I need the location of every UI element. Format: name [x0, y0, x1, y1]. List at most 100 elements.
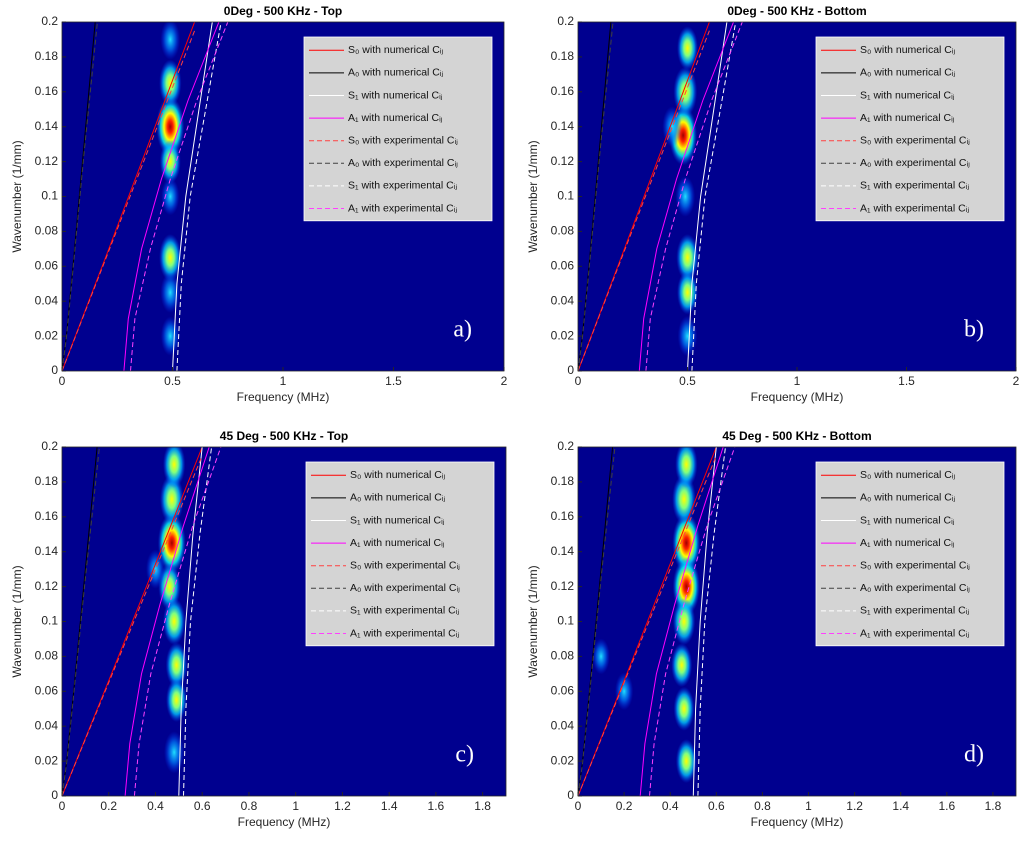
heatmap-peak — [156, 96, 185, 157]
y-tick-label: 0.08 — [35, 649, 59, 663]
dispersion-curve — [172, 22, 213, 371]
legend-label: S₀ with experimental Cᵢⱼ — [348, 134, 458, 146]
heatmap-peak — [165, 642, 188, 688]
x-tick-label: 0.2 — [616, 799, 633, 813]
plot-area — [578, 447, 736, 796]
x-tick-label: 1.2 — [334, 799, 351, 813]
legend-box — [305, 461, 495, 647]
legend-label: A₀ with experimental Cᵢⱼ — [860, 157, 970, 169]
heatmap-peak — [673, 686, 695, 731]
panel-label: a) — [453, 317, 472, 343]
legend-label: A₀ with numerical Cᵢⱼ — [350, 492, 446, 504]
heatmap-peak — [677, 270, 698, 315]
x-tick-label: 2 — [501, 374, 508, 388]
x-tick-label: 0 — [575, 374, 582, 388]
x-tick-label: 0.6 — [194, 799, 211, 813]
y-tick-label: 0.14 — [551, 119, 575, 133]
y-tick-label: 0.14 — [35, 119, 59, 133]
heatmap-peak — [671, 643, 693, 688]
y-tick-label: 0.12 — [551, 154, 575, 168]
legend-label: S₀ with numerical Cᵢⱼ — [348, 44, 444, 56]
dispersion-curve — [123, 22, 220, 371]
y-tick-label: 0 — [51, 363, 58, 377]
y-tick-label: 0.02 — [35, 753, 59, 767]
x-tick-label: 1 — [794, 374, 801, 388]
x-tick-label: 0.4 — [147, 799, 164, 813]
dispersion-curve — [178, 447, 203, 796]
legend-label: S₁ with experimental Cᵢⱼ — [860, 605, 969, 617]
y-tick-label: 0.06 — [551, 683, 575, 697]
dispersion-curve — [645, 22, 743, 371]
heatmap-peak — [159, 139, 181, 184]
y-tick-label: 0.08 — [551, 649, 575, 663]
y-tick-label: 0.06 — [35, 683, 59, 697]
y-tick-label: 0.16 — [551, 509, 575, 523]
x-tick-label: 0.8 — [241, 799, 258, 813]
panel: 0 0.02 0.04 0.06 0.08 0.1 0.12 0.14 0.16 0.18 0.2 0… — [526, 4, 1019, 404]
legend-label: S₀ with experimental Cᵢⱼ — [860, 559, 970, 571]
legend-label: A₁ with experimental Cᵢⱼ — [350, 627, 459, 639]
legend-box — [815, 36, 1005, 222]
legend-label: S₀ with numerical Cᵢⱼ — [860, 469, 956, 481]
panel-label: d) — [964, 742, 984, 768]
legend: S₀ with numerical Cᵢⱼ A₀ with numerical C… — [305, 461, 495, 647]
y-tick-label: 0.2 — [557, 439, 574, 453]
legend-label: S₁ with experimental Cᵢⱼ — [350, 605, 459, 617]
chart-title: 0Deg - 500 KHz - Top — [224, 4, 342, 18]
y-tick-label: 0.2 — [41, 439, 58, 453]
x-tick-label: 1.4 — [892, 799, 909, 813]
chart-title: 45 Deg - 500 KHz - Top — [220, 429, 348, 443]
y-tick-label: 0.16 — [551, 84, 575, 98]
dispersion-curve — [62, 447, 203, 796]
heatmap-peak — [675, 176, 696, 217]
legend-label: A₀ with experimental Cᵢⱼ — [350, 582, 460, 594]
dispersion-curve — [697, 447, 726, 796]
x-axis-label: Frequency (MHz) — [237, 390, 330, 404]
x-tick-label: 0.8 — [754, 799, 771, 813]
x-tick-label: 1 — [280, 374, 287, 388]
y-tick-label: 0.1 — [41, 614, 58, 628]
dispersion-curve — [124, 447, 210, 796]
x-tick-label: 1 — [292, 799, 299, 813]
x-tick-label: 1.8 — [985, 799, 1002, 813]
legend-label: A₀ with experimental Cᵢⱼ — [860, 582, 970, 594]
dispersion-curve — [578, 447, 717, 796]
y-tick-label: 0.18 — [35, 474, 59, 488]
legend-label: S₁ with numerical Cᵢⱼ — [860, 514, 955, 526]
legend-label: S₀ with numerical Cᵢⱼ — [860, 44, 956, 56]
panel-label: b) — [964, 317, 984, 343]
x-axis-label: Frequency (MHz) — [751, 815, 844, 829]
dispersion-curve — [578, 30, 710, 371]
y-tick-label: 0 — [51, 788, 58, 802]
legend-label: S₁ with experimental Cᵢⱼ — [348, 180, 457, 192]
heatmap-peak — [146, 549, 165, 589]
dispersion-curve — [649, 447, 736, 796]
dispersion-curve — [62, 455, 203, 796]
y-tick-label: 0.02 — [35, 328, 59, 342]
legend-label: S₁ with numerical Cᵢⱼ — [860, 89, 955, 101]
y-tick-label: 0.16 — [35, 84, 59, 98]
y-tick-label: 0.12 — [35, 154, 59, 168]
y-axis-label: Wavenumber (1/mm) — [526, 565, 540, 677]
x-tick-label: 1.8 — [474, 799, 491, 813]
x-tick-label: 0.4 — [662, 799, 679, 813]
x-tick-label: 0 — [575, 799, 582, 813]
legend: S₀ with numerical Cᵢⱼ A₀ with numerical C… — [815, 36, 1005, 222]
heatmap-peak — [166, 678, 188, 723]
x-tick-label: 2 — [1013, 374, 1020, 388]
heatmap-peak — [162, 597, 186, 646]
chart-title: 0Deg - 500 KHz - Bottom — [727, 4, 866, 18]
x-tick-label: 0.2 — [100, 799, 117, 813]
heatmap-peak — [162, 447, 186, 489]
x-tick-label: 0.6 — [708, 799, 725, 813]
heatmap-peak — [160, 272, 181, 313]
y-tick-label: 0.1 — [557, 189, 574, 203]
legend-label: A₀ with numerical Cᵢⱼ — [348, 67, 444, 79]
y-tick-label: 0.12 — [551, 579, 575, 593]
x-tick-label: 1.5 — [385, 374, 402, 388]
heatmap-peak — [672, 512, 701, 573]
y-tick-label: 0.1 — [557, 614, 574, 628]
y-tick-label: 0.14 — [551, 544, 575, 558]
heatmap-peak — [160, 22, 181, 60]
